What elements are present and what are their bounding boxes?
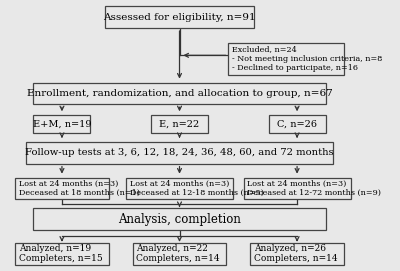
- Text: Analysis, completion: Analysis, completion: [118, 213, 241, 226]
- Text: Assessed for eligibility, n=91: Assessed for eligibility, n=91: [103, 13, 256, 22]
- FancyBboxPatch shape: [34, 115, 90, 133]
- Text: Enrollment, randomization, and allocation to group, n=67: Enrollment, randomization, and allocatio…: [27, 89, 332, 98]
- FancyBboxPatch shape: [228, 43, 344, 75]
- Text: Analyzed, n=22
Completers, n=14: Analyzed, n=22 Completers, n=14: [136, 244, 220, 263]
- FancyBboxPatch shape: [244, 178, 350, 199]
- FancyBboxPatch shape: [105, 6, 254, 28]
- FancyBboxPatch shape: [151, 115, 208, 133]
- FancyBboxPatch shape: [133, 243, 226, 265]
- Text: Lost at 24 months (n=3)
Deceased at 12-72 months (n=9): Lost at 24 months (n=3) Deceased at 12-7…: [247, 180, 381, 197]
- FancyBboxPatch shape: [15, 178, 109, 199]
- Text: Analyzed, n=26
Completers, n=14: Analyzed, n=26 Completers, n=14: [254, 244, 338, 263]
- FancyBboxPatch shape: [15, 243, 109, 265]
- FancyBboxPatch shape: [250, 243, 344, 265]
- FancyBboxPatch shape: [126, 178, 233, 199]
- Text: C, n=26: C, n=26: [277, 120, 317, 129]
- Text: Follow-up tests at 3, 6, 12, 18, 24, 36, 48, 60, and 72 months: Follow-up tests at 3, 6, 12, 18, 24, 36,…: [25, 148, 334, 157]
- Text: E, n=22: E, n=22: [159, 120, 200, 129]
- Text: E+M, n=19: E+M, n=19: [33, 120, 91, 129]
- Text: Analyzed, n=19
Completers, n=15: Analyzed, n=19 Completers, n=15: [19, 244, 102, 263]
- Text: Excluded, n=24
- Not meeting inclusion criteria, n=8
- Declined to participate, : Excluded, n=24 - Not meeting inclusion c…: [232, 46, 382, 72]
- FancyBboxPatch shape: [32, 83, 326, 104]
- FancyBboxPatch shape: [26, 142, 333, 164]
- Text: Lost at 24 months (n=3)
Deceased at 12-18 months (n=5): Lost at 24 months (n=3) Deceased at 12-1…: [130, 180, 264, 197]
- Text: Lost at 24 months (n=3)
Deceased at 18 months (n=1): Lost at 24 months (n=3) Deceased at 18 m…: [19, 180, 140, 197]
- FancyBboxPatch shape: [268, 115, 326, 133]
- FancyBboxPatch shape: [32, 208, 326, 230]
